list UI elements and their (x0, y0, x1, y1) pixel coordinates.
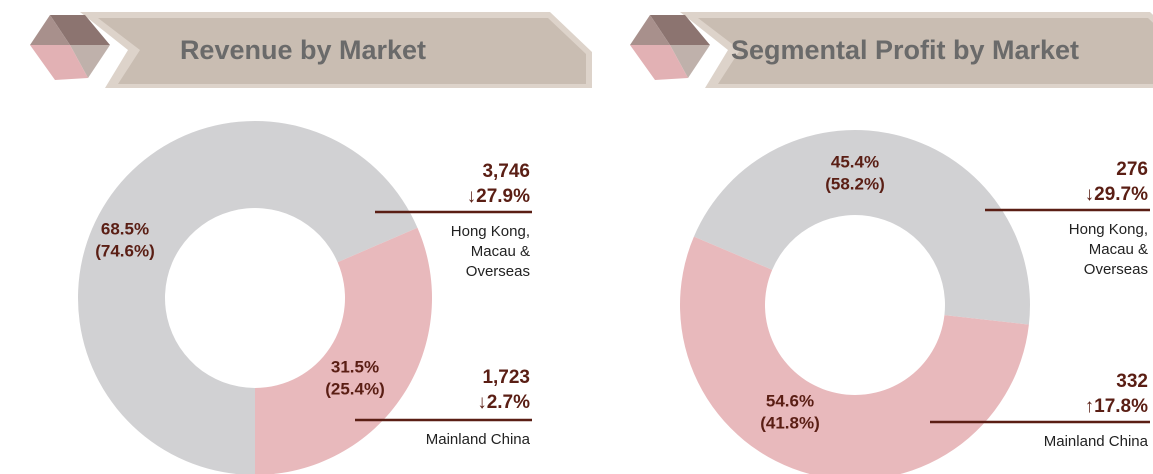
banner (98, 18, 586, 84)
category-label: Hong Kong, Macau & Overseas (1068, 221, 1148, 278)
category-label: Mainland China (1043, 433, 1148, 450)
change-label: ↓29.7% (1085, 184, 1148, 205)
amount-label: 276 (1116, 159, 1148, 180)
donut-slice (680, 236, 1029, 474)
amount-label: 332 (1116, 371, 1148, 392)
change-label: ↓27.9% (467, 186, 530, 207)
amount-label: 1,723 (482, 367, 530, 388)
slice-label: 68.5% (101, 219, 149, 238)
icon (670, 45, 710, 78)
change-label: ↑17.8% (1085, 396, 1148, 417)
chart-title: Segmental Profit by Market (731, 35, 1079, 65)
change-label: ↓2.7% (477, 392, 530, 413)
icon (630, 45, 688, 80)
icon (30, 45, 88, 80)
icon (70, 45, 110, 78)
category-label: Hong Kong, Macau & Overseas (450, 223, 530, 280)
slice-label: 31.5% (331, 357, 379, 376)
banner (698, 18, 1153, 84)
donut-slice (78, 121, 418, 474)
chart-title: Revenue by Market (180, 35, 426, 65)
previous-label: (41.8%) (760, 413, 820, 432)
icon (30, 15, 70, 45)
icon (630, 15, 670, 45)
donut-slice (693, 129, 1030, 325)
slice-label: 45.4% (831, 152, 879, 171)
donut-slice (255, 227, 432, 474)
slice-label: 54.6% (766, 391, 814, 410)
amount-label: 3,746 (482, 161, 530, 182)
previous-label: (74.6%) (95, 241, 155, 260)
previous-label: (25.4%) (325, 379, 385, 398)
category-label: Mainland China (425, 431, 530, 448)
previous-label: (58.2%) (825, 174, 885, 193)
